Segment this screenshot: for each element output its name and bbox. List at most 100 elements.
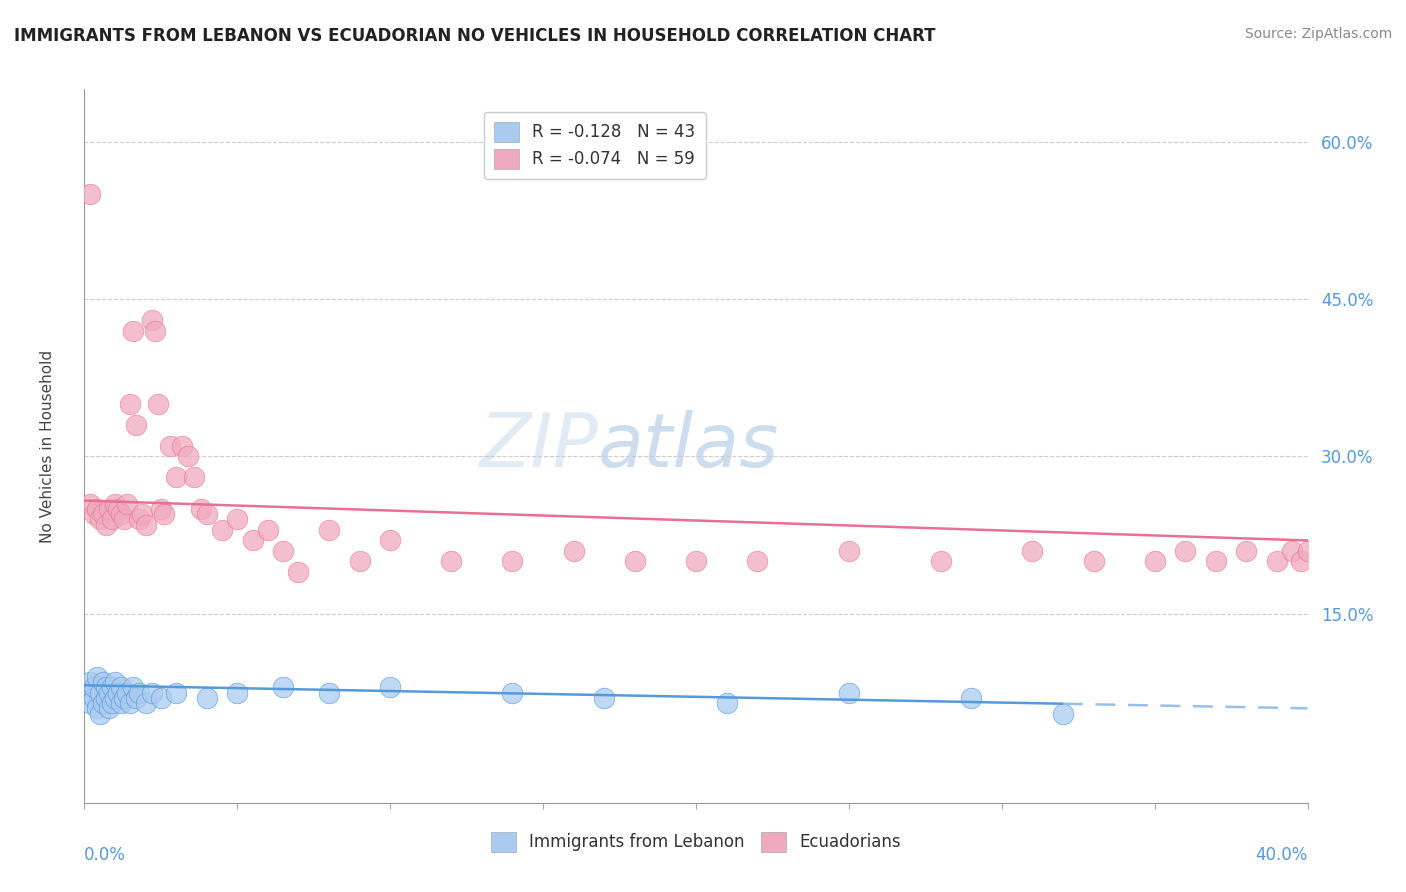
Text: 0.0%: 0.0% bbox=[84, 846, 127, 863]
Point bbox=[110, 507, 132, 521]
Point bbox=[318, 523, 340, 537]
Point bbox=[79, 696, 101, 710]
Text: 40.0%: 40.0% bbox=[1256, 846, 1308, 863]
Point bbox=[929, 554, 952, 568]
Point bbox=[716, 696, 738, 710]
Point bbox=[1021, 544, 1043, 558]
Point bbox=[89, 512, 111, 526]
Point bbox=[1236, 544, 1258, 558]
Point bbox=[242, 533, 264, 548]
Text: Source: ZipAtlas.com: Source: ZipAtlas.com bbox=[1244, 27, 1392, 41]
Point bbox=[91, 696, 114, 710]
Point bbox=[83, 690, 105, 705]
Point bbox=[440, 554, 463, 568]
Point bbox=[101, 696, 124, 710]
Point bbox=[1296, 544, 1319, 558]
Point bbox=[104, 497, 127, 511]
Point bbox=[593, 690, 616, 705]
Text: atlas: atlas bbox=[598, 410, 779, 482]
Point bbox=[349, 554, 371, 568]
Point bbox=[120, 696, 142, 710]
Text: ZIP: ZIP bbox=[479, 410, 598, 482]
Point bbox=[165, 685, 187, 699]
Point bbox=[838, 544, 860, 558]
Point bbox=[86, 502, 108, 516]
Point bbox=[94, 517, 117, 532]
Point bbox=[89, 706, 111, 721]
Point bbox=[190, 502, 212, 516]
Point bbox=[146, 397, 169, 411]
Point bbox=[172, 439, 194, 453]
Point bbox=[226, 685, 249, 699]
Point bbox=[1174, 544, 1197, 558]
Point bbox=[685, 554, 707, 568]
Point bbox=[502, 554, 524, 568]
Point bbox=[91, 675, 114, 690]
Point bbox=[211, 523, 233, 537]
Point bbox=[153, 507, 176, 521]
Point bbox=[149, 502, 172, 516]
Point bbox=[149, 690, 172, 705]
Text: No Vehicles in Household: No Vehicles in Household bbox=[41, 350, 55, 542]
Point bbox=[135, 517, 157, 532]
Point bbox=[89, 685, 111, 699]
Point bbox=[97, 701, 120, 715]
Point bbox=[112, 690, 135, 705]
Point bbox=[79, 675, 101, 690]
Point bbox=[120, 397, 142, 411]
Point bbox=[1143, 554, 1166, 568]
Point bbox=[380, 681, 402, 695]
Point bbox=[838, 685, 860, 699]
Point bbox=[141, 685, 163, 699]
Point bbox=[104, 675, 127, 690]
Point bbox=[141, 313, 163, 327]
Point bbox=[94, 681, 117, 695]
Point bbox=[177, 450, 200, 464]
Point bbox=[122, 681, 145, 695]
Point bbox=[112, 512, 135, 526]
Point bbox=[131, 507, 153, 521]
Point bbox=[195, 507, 218, 521]
Point bbox=[76, 685, 98, 699]
Point bbox=[79, 187, 101, 202]
Point bbox=[226, 512, 249, 526]
Point bbox=[502, 685, 524, 699]
Legend: Immigrants from Lebanon, Ecuadorians: Immigrants from Lebanon, Ecuadorians bbox=[484, 825, 908, 859]
Point bbox=[115, 497, 138, 511]
Point bbox=[562, 544, 585, 558]
Point bbox=[271, 544, 294, 558]
Point bbox=[1281, 544, 1303, 558]
Point bbox=[135, 696, 157, 710]
Point bbox=[183, 470, 205, 484]
Point bbox=[107, 502, 129, 516]
Point bbox=[128, 512, 150, 526]
Point bbox=[1291, 554, 1313, 568]
Point bbox=[79, 497, 101, 511]
Point bbox=[165, 470, 187, 484]
Point bbox=[318, 685, 340, 699]
Point bbox=[143, 324, 166, 338]
Point bbox=[257, 523, 280, 537]
Point bbox=[747, 554, 769, 568]
Point bbox=[101, 681, 124, 695]
Point bbox=[287, 565, 309, 579]
Point bbox=[101, 512, 124, 526]
Point bbox=[104, 690, 127, 705]
Point bbox=[110, 696, 132, 710]
Point bbox=[1265, 554, 1288, 568]
Point bbox=[1205, 554, 1227, 568]
Point bbox=[97, 502, 120, 516]
Point bbox=[86, 701, 108, 715]
Point bbox=[86, 670, 108, 684]
Point bbox=[94, 690, 117, 705]
Point bbox=[1052, 706, 1074, 721]
Point bbox=[1083, 554, 1105, 568]
Point bbox=[115, 685, 138, 699]
Point bbox=[380, 533, 402, 548]
Point bbox=[960, 690, 983, 705]
Text: IMMIGRANTS FROM LEBANON VS ECUADORIAN NO VEHICLES IN HOUSEHOLD CORRELATION CHART: IMMIGRANTS FROM LEBANON VS ECUADORIAN NO… bbox=[14, 27, 935, 45]
Point bbox=[159, 439, 181, 453]
Point bbox=[122, 324, 145, 338]
Point bbox=[125, 690, 148, 705]
Point bbox=[271, 681, 294, 695]
